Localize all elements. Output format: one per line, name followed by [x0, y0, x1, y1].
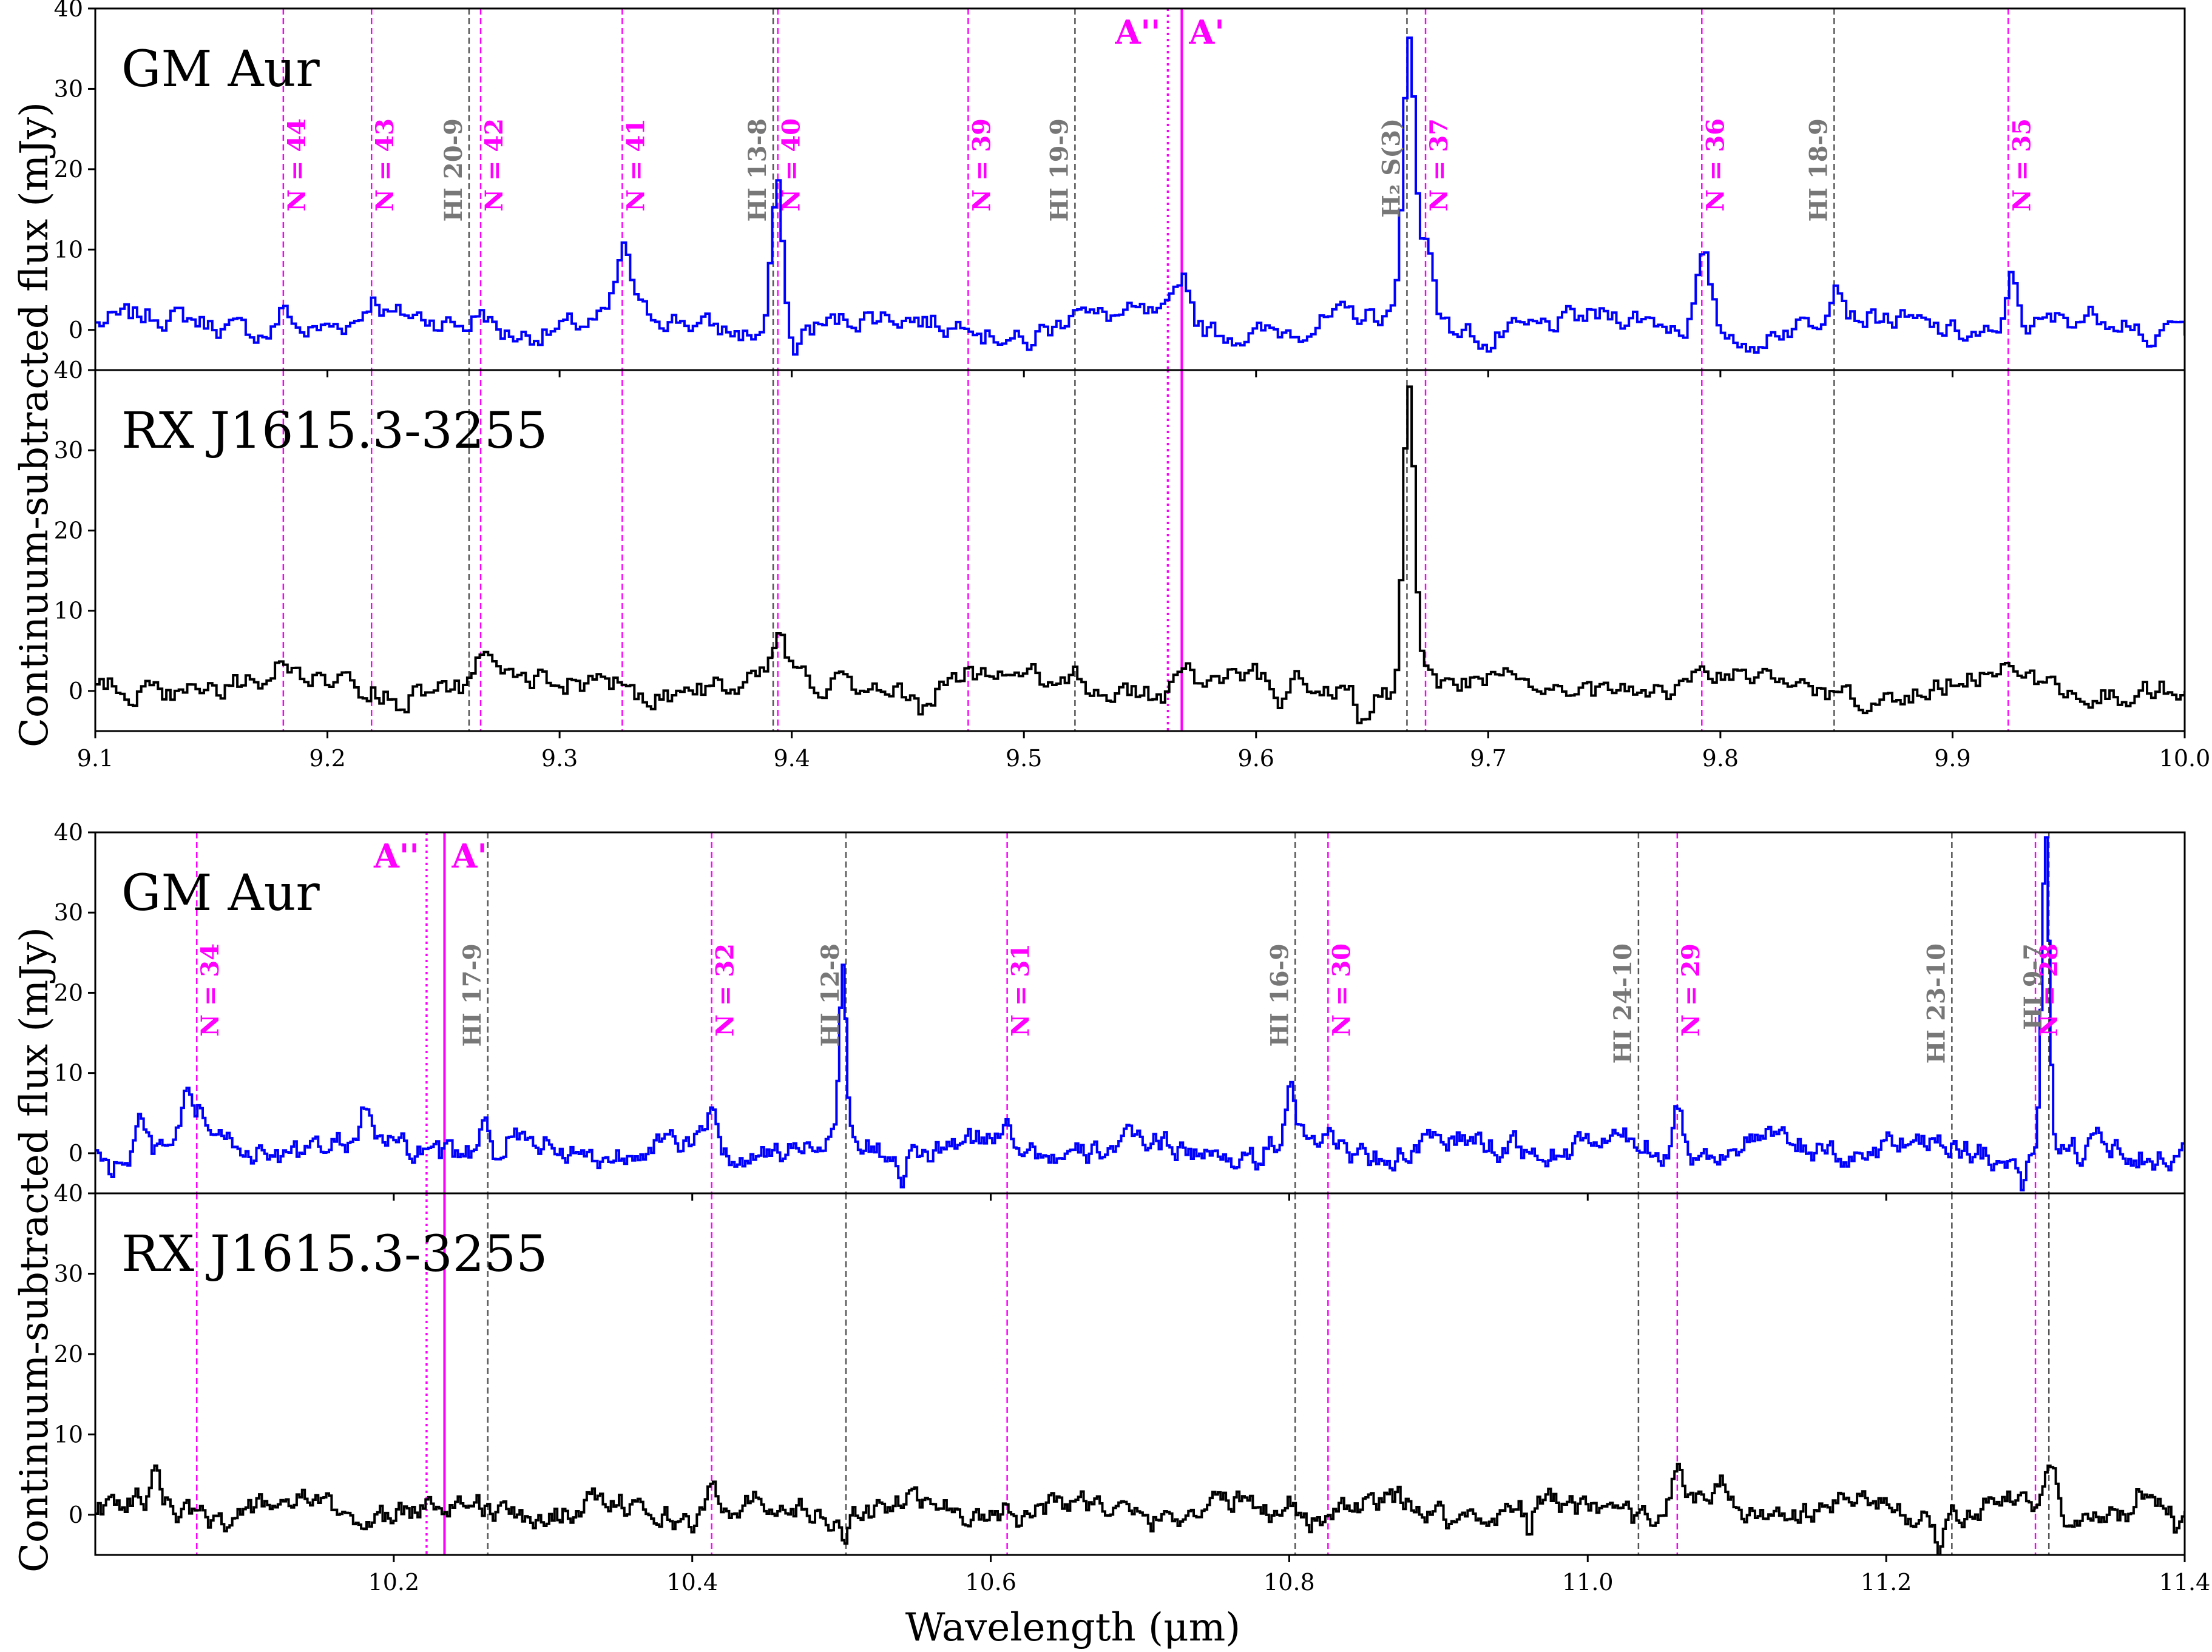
y-tick-label: 30 [54, 899, 83, 926]
x-tick-label: 10.0 [2159, 745, 2211, 772]
y-tick-label: 10 [54, 598, 83, 624]
water-line-label: N = 31 [1007, 943, 1035, 1037]
y-tick-label: 0 [69, 1140, 83, 1167]
y-tick-label: 0 [69, 1502, 83, 1528]
hi-line-label: HI 16-9 [1265, 943, 1294, 1047]
a-prime-label: A' [451, 837, 487, 875]
x-tick-label: 9.5 [1006, 745, 1042, 772]
a-double-prime-label: A'' [373, 837, 419, 875]
hi-line-label: HI 9-7 [2019, 943, 2048, 1030]
y-tick-label: 30 [54, 1260, 83, 1287]
y-tick-label: 30 [54, 75, 83, 102]
hi-line-label: HI 20-9 [439, 118, 468, 222]
x-tick-label: 9.4 [773, 745, 810, 772]
axes-frame [94, 1192, 2186, 1556]
hi-line-label: HI 13-8 [743, 118, 772, 222]
panel-2-rx-j1615: 0 10 20 30 40 RX J1615.3-3255 10.2 10.4 10.6 10.8… [54, 1180, 2211, 1596]
x-tick-label: 9.6 [1238, 745, 1274, 772]
panel-2-gm-aur: 0 10 20 30 40 GM Aur N = 34 N = 32 N = 31 N = 30 N… [54, 819, 2186, 1201]
axes-frame [94, 369, 2186, 732]
water-line-label: N = 44 [283, 118, 311, 212]
water-line-label: N = 39 [967, 118, 996, 212]
spectrum-line [95, 836, 2185, 1192]
hi-line-label: H₂ S(3) [1377, 118, 1405, 218]
y-tick-label: 40 [54, 1180, 83, 1207]
x-tick-label: 10.4 [666, 1569, 718, 1596]
water-line-label: N = 29 [1677, 943, 1705, 1037]
y-tick-label: 20 [54, 1341, 83, 1367]
x-tick-label: 9.9 [1934, 745, 1970, 772]
hi-line-label: HI 19-9 [1045, 118, 1074, 222]
water-line-label: N = 40 [777, 118, 806, 212]
water-line-label: N = 28 [2035, 943, 2063, 1037]
spectrum-line [95, 36, 2185, 356]
hi-line-label: HI 18-9 [1804, 118, 1833, 222]
y-tick-label: 10 [54, 1421, 83, 1448]
hi-line-label: HI 23-10 [1922, 943, 1950, 1064]
x-axis-title: Wavelength (μm) [905, 1605, 1240, 1650]
plot-layer: 0 10 20 30 40 GM Aur N = 44 N = 43 N = 42 N = 41 N… [54, 0, 2211, 1596]
y-tick-label: 40 [54, 819, 83, 846]
y-tick-label: 20 [54, 979, 83, 1006]
water-line-label: N = 32 [711, 943, 740, 1037]
panel-title: RX J1615.3-3255 [121, 1226, 547, 1283]
x-tick-label: 10.2 [368, 1569, 420, 1596]
water-line-label: N = 43 [371, 118, 399, 212]
panel-title: GM Aur [121, 41, 320, 98]
x-tick-label: 10.6 [965, 1569, 1016, 1596]
x-tick-label: 10.8 [1263, 1569, 1315, 1596]
y-tick-label: 10 [54, 236, 83, 263]
hi-line-label: HI 17-9 [458, 943, 487, 1047]
axes-frame [94, 831, 2186, 1195]
spectrum-line [95, 1463, 2185, 1555]
x-tick-label: 11.2 [1861, 1569, 1912, 1596]
water-line-label: N = 42 [480, 118, 509, 212]
hi-line-label: HI 24-10 [1609, 943, 1637, 1064]
panel-title: GM Aur [121, 865, 320, 922]
y-tick-label: 0 [69, 678, 83, 704]
spectrum-line [95, 385, 2185, 724]
a-double-prime-label: A'' [1114, 13, 1160, 52]
x-tick-label: 9.8 [1702, 745, 1739, 772]
water-line-label: N = 36 [1701, 118, 1730, 212]
hi-line-label: HI 12-8 [816, 943, 845, 1047]
panel-1-rx-j1615: 0 10 20 30 40 RX J1615.3-3255 9.1 9.2 9.3 9.4 9.5 9… [54, 357, 2211, 772]
water-line-label: N = 37 [1425, 118, 1453, 212]
water-line-label: N = 41 [621, 118, 650, 212]
a-prime-label: A' [1188, 13, 1224, 52]
y-tick-label: 20 [54, 156, 83, 183]
panel-title: RX J1615.3-3255 [121, 402, 547, 460]
water-line-label: N = 34 [196, 943, 225, 1037]
x-tick-label: 9.1 [77, 745, 113, 772]
water-line-label: N = 35 [2007, 118, 2036, 212]
water-line-label: N = 30 [1327, 943, 1356, 1037]
x-tick-label: 9.7 [1470, 745, 1506, 772]
x-tick-label: 9.2 [309, 745, 345, 772]
y-tick-label: 20 [54, 517, 83, 544]
y-tick-label: 40 [54, 357, 83, 383]
panel-1-gm-aur: 0 10 20 30 40 GM Aur N = 44 N = 43 N = 42 N = 41 N… [54, 0, 2186, 377]
y-axis-title-bottom: Continuum-subtracted flux (mJy) [12, 927, 57, 1573]
x-tick-label: 11.4 [2159, 1569, 2211, 1596]
y-tick-label: 10 [54, 1060, 83, 1087]
y-axis-title-top: Continuum-subtracted flux (mJy) [12, 102, 57, 747]
y-tick-label: 30 [54, 437, 83, 464]
x-tick-label: 11.0 [1562, 1569, 1614, 1596]
x-tick-label: 9.3 [541, 745, 578, 772]
y-tick-label: 40 [54, 0, 83, 22]
y-tick-label: 0 [69, 317, 83, 343]
